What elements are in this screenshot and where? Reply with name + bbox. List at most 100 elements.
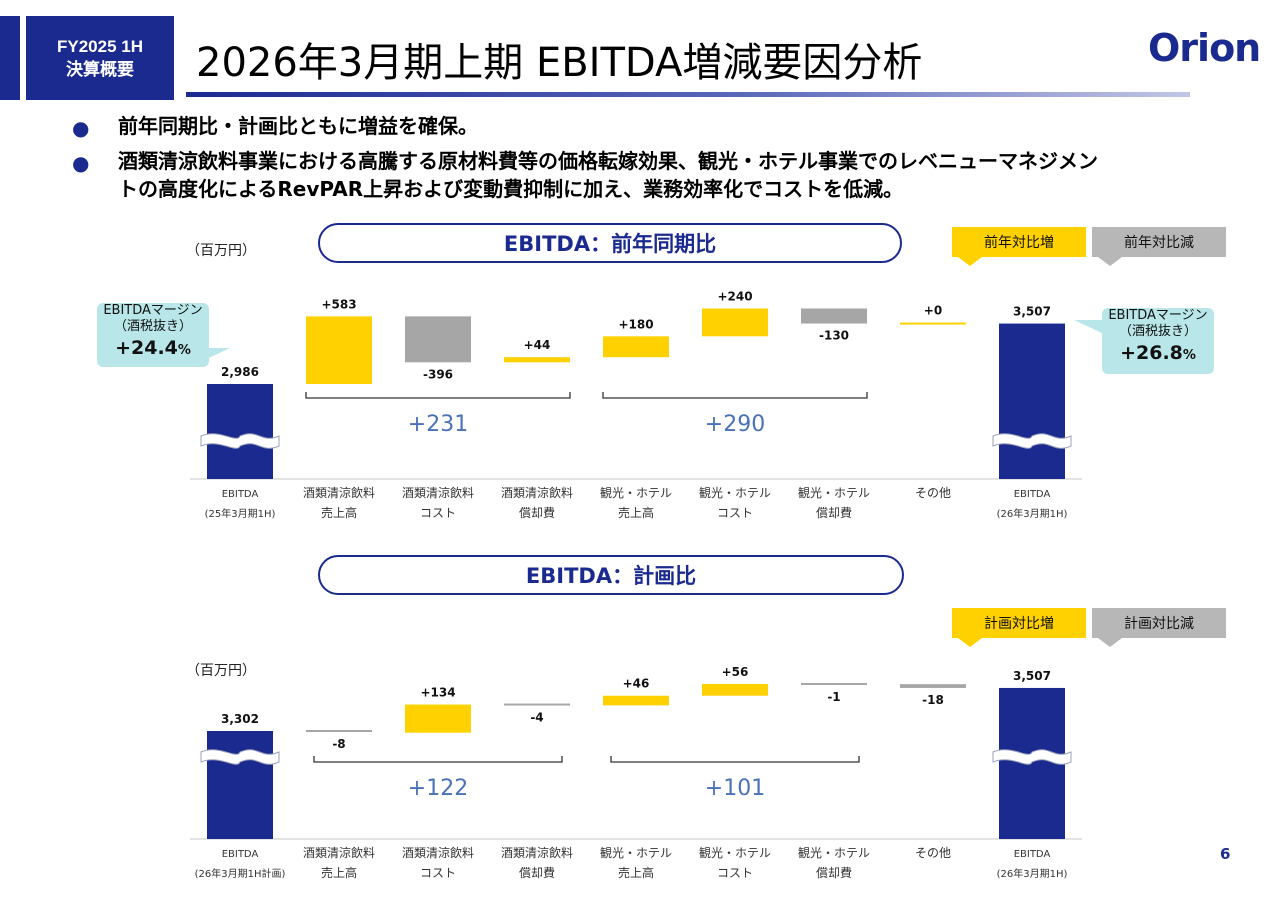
chart1-bar-total bbox=[207, 384, 273, 479]
company-logo: Orion bbox=[1148, 26, 1261, 70]
title-underline bbox=[186, 92, 1190, 97]
chart1-category-label: コスト bbox=[717, 506, 753, 520]
chart2-category-label: 売上高 bbox=[321, 865, 357, 880]
margin-end-suffix: % bbox=[1182, 348, 1196, 363]
chart2-data-label: -8 bbox=[332, 737, 345, 751]
page-title: 2026年3月期上期 EBITDA増減要因分析 bbox=[196, 40, 923, 86]
chart1-category-label: 酒類清涼飲料 bbox=[402, 485, 474, 500]
chart1-group-total: +231 bbox=[408, 412, 468, 437]
chart1-category-label: 観光・ホテル bbox=[600, 486, 672, 500]
chart2-group-bracket bbox=[313, 756, 563, 763]
bullet-text-3: トの高度化によるRevPAR上昇および変動費抑制に加え、業務効率化でコストを低減… bbox=[118, 177, 904, 201]
chart1-data-label: +0 bbox=[924, 304, 942, 318]
chart1-data-label: +240 bbox=[717, 289, 752, 303]
chart1-legend-decrease: 前年対比減 bbox=[1092, 227, 1226, 257]
chart2-group-total: +122 bbox=[408, 776, 468, 801]
axis-break-icon bbox=[992, 749, 1072, 765]
chart2-category-label: 償却費 bbox=[816, 865, 852, 880]
chart2-category-label: 酒類清涼飲料 bbox=[501, 845, 573, 860]
legend-pointer-icon bbox=[958, 257, 982, 266]
margin-box-start: EBITDAマージン （酒税抜き） +24.4% bbox=[97, 303, 209, 367]
chart2-category-label: 償却費 bbox=[519, 865, 555, 880]
margin-start-label-1: EBITDAマージン bbox=[103, 303, 203, 318]
chart1-category-label: 償却費 bbox=[816, 505, 852, 520]
chart1-bar-delta bbox=[306, 316, 372, 384]
margin-end-label-1: EBITDAマージン bbox=[1108, 308, 1208, 323]
chart1-category-label: EBITDA bbox=[1014, 489, 1051, 500]
chart1-category-label: 観光・ホテル bbox=[798, 486, 870, 500]
chart2-bar-total bbox=[207, 731, 273, 839]
chart1-category-label: その他 bbox=[915, 486, 951, 500]
chart1-group-bracket bbox=[305, 392, 571, 399]
chart2-unit: （百万円） bbox=[186, 663, 256, 679]
chart1-data-label: -396 bbox=[423, 367, 453, 381]
badge-line-1: FY2025 1H bbox=[57, 37, 143, 56]
chart2-category-label: (26年3月期1H計画) bbox=[195, 867, 286, 880]
chart1-data-label: +180 bbox=[618, 317, 653, 331]
chart1-data-label: +583 bbox=[321, 297, 356, 311]
chart2-bar-total bbox=[999, 687, 1065, 839]
legend-pointer-icon bbox=[958, 638, 982, 647]
margin-start-suffix: % bbox=[177, 343, 191, 358]
chart1-bar-delta bbox=[900, 322, 966, 325]
chart1-bar-delta bbox=[603, 336, 669, 358]
chart2-data-label: -1 bbox=[827, 690, 840, 704]
chart2-category-label: 売上高 bbox=[618, 865, 654, 880]
chart2-title: EBITDA：計画比 bbox=[318, 555, 904, 595]
chart1-category-label: 酒類清涼飲料 bbox=[303, 485, 375, 500]
bullet-dot-icon: ● bbox=[72, 151, 90, 175]
bullet-text-2: 酒類清涼飲料事業における高騰する原材料費等の価格転嫁効果、観光・ホテル事業でのレ… bbox=[118, 149, 1098, 173]
chart1-category-label: (26年3月期1H) bbox=[997, 507, 1068, 520]
bullet-text-1: 前年同期比・計画比ともに増益を確保。 bbox=[118, 114, 478, 138]
chart1-bar-total bbox=[999, 323, 1065, 479]
chart2-data-label: +134 bbox=[420, 686, 455, 700]
chart2-data-label: -18 bbox=[922, 693, 944, 707]
chart2-category-label: その他 bbox=[915, 846, 951, 860]
chart2-category-label: 観光・ホテル bbox=[699, 846, 771, 860]
chart2-bar-delta bbox=[702, 683, 768, 696]
chart1-bar-delta bbox=[405, 316, 471, 363]
chart2-category-label: EBITDA bbox=[222, 849, 259, 860]
chart1-group-total: +290 bbox=[705, 412, 765, 437]
chart2-legend-increase: 計画対比増 bbox=[952, 608, 1086, 638]
chart2-bar-delta bbox=[603, 695, 669, 706]
chart1-category-label: (25年3月期1H) bbox=[205, 507, 276, 520]
chart1-category-label: 償却費 bbox=[519, 505, 555, 520]
header-accent-bar bbox=[0, 16, 20, 100]
chart2-bar-delta bbox=[405, 704, 471, 733]
chart1-category-label: 観光・ホテル bbox=[699, 486, 771, 500]
chart1-data-label: +44 bbox=[524, 338, 551, 352]
page-number: 6 bbox=[1220, 845, 1231, 863]
chart1-category-label: EBITDA bbox=[222, 489, 259, 500]
chart2-data-label: 3,507 bbox=[1013, 669, 1051, 683]
section-badge: FY2025 1H 決算概要 bbox=[26, 16, 174, 100]
chart2-data-label: 3,302 bbox=[221, 712, 259, 726]
chart1-legend-increase: 前年対比増 bbox=[952, 227, 1086, 257]
chart1-category-label: 酒類清涼飲料 bbox=[501, 485, 573, 500]
legend-pointer-icon bbox=[1098, 257, 1122, 266]
chart2-category-label: (26年3月期1H) bbox=[997, 867, 1068, 880]
chart2-group-total: +101 bbox=[705, 776, 765, 801]
margin-end-label-2: （酒税抜き） bbox=[1118, 324, 1197, 339]
bullet-dot-icon: ● bbox=[72, 116, 90, 140]
chart2-category-label: コスト bbox=[717, 866, 753, 880]
chart1-data-label: 2,986 bbox=[221, 365, 259, 379]
chart2-category-label: 酒類清涼飲料 bbox=[402, 845, 474, 860]
badge-line-2: 決算概要 bbox=[66, 60, 134, 79]
chart1-unit: （百万円） bbox=[186, 243, 256, 259]
chart1-bar-delta bbox=[504, 357, 570, 363]
chart1-bar-delta bbox=[801, 308, 867, 324]
axis-break-icon bbox=[992, 433, 1072, 449]
chart2-category-label: 観光・ホテル bbox=[600, 846, 672, 860]
chart2-data-label: +56 bbox=[722, 665, 749, 679]
chart2-bar-delta bbox=[504, 703, 570, 706]
chart1-bar-delta bbox=[702, 308, 768, 337]
axis-break-icon bbox=[200, 433, 280, 449]
margin-box-end: EBITDAマージン （酒税抜き） +26.8% bbox=[1102, 308, 1214, 374]
chart1-data-label: 3,507 bbox=[1013, 305, 1051, 319]
margin-start-value: +24.4 bbox=[115, 337, 178, 359]
chart1-title: EBITDA：前年同期比 bbox=[318, 223, 902, 263]
chart2-legend-decrease: 計画対比減 bbox=[1092, 608, 1226, 638]
chart1-data-label: -130 bbox=[819, 329, 849, 343]
